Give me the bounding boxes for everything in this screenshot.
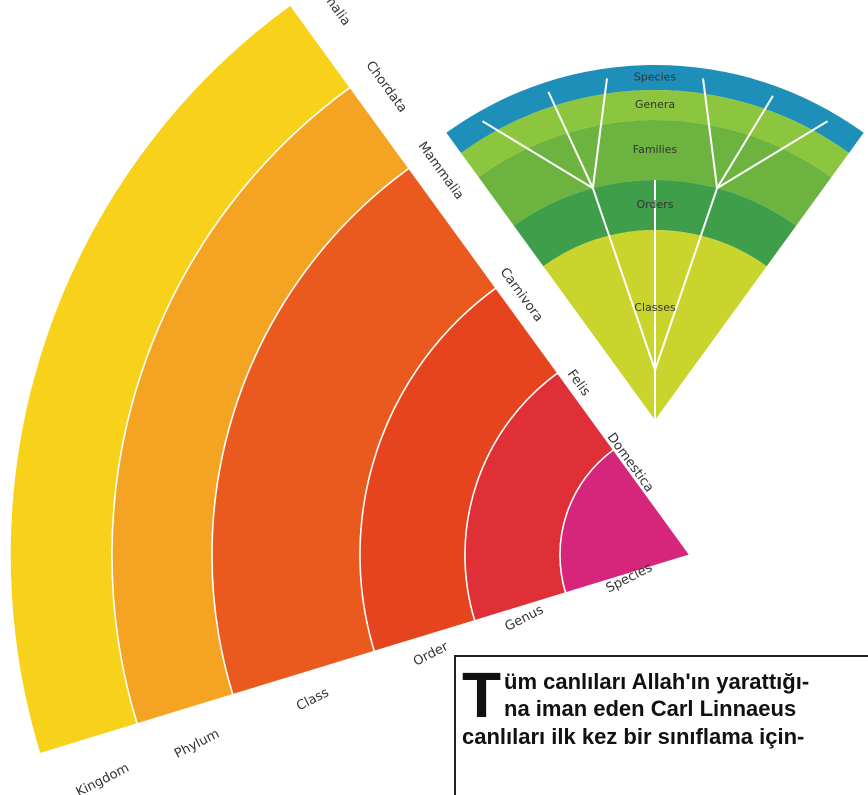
rank-band <box>559 448 692 594</box>
taxon-label: Animalia <box>308 0 353 29</box>
rank-label: Phylum <box>172 727 222 762</box>
tree-branch <box>716 120 829 190</box>
taxonomy-tree: Species Genera Families Orders Classes <box>446 64 864 420</box>
tree-branch <box>591 187 656 371</box>
taxon-label: Chordata <box>362 58 409 115</box>
rank-label: Kingdom <box>74 761 132 795</box>
tree-band <box>446 64 864 154</box>
tree-branch <box>716 95 774 189</box>
tree-branch <box>481 120 594 190</box>
text-line: üm canlıları Allah'ın yarattığı- <box>504 669 809 694</box>
level-label: Orders <box>637 198 674 211</box>
level-label: Classes <box>634 301 676 314</box>
rank-label: Class <box>294 685 331 714</box>
tree-branch <box>702 78 719 189</box>
level-label: Species <box>634 71 677 84</box>
rank-label: Order <box>411 639 451 669</box>
drop-cap: T <box>462 659 501 731</box>
text-line: na iman eden Carl Linnaeus <box>504 696 796 721</box>
tree-branch <box>654 187 719 371</box>
text-line: canlıları ilk kez bir sınıflama için- <box>462 724 804 749</box>
tree-branch <box>591 78 608 189</box>
level-label: Genera <box>635 98 675 111</box>
level-label: Families <box>633 143 678 156</box>
tree-branch <box>547 91 594 189</box>
text-box <box>454 655 868 795</box>
